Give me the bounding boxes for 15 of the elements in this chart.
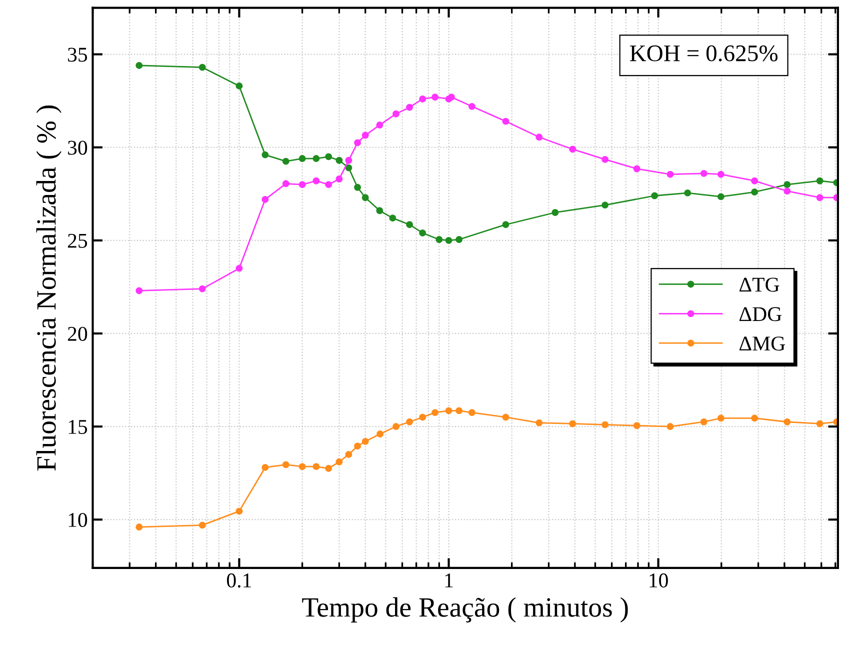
legend-label: ΔTG [739, 278, 780, 292]
x-tick-label: 10 [650, 573, 668, 588]
x-tick-label: 0.1 [226, 573, 251, 588]
y-tick-label: 25 [68, 234, 88, 248]
annotation: KOH = 0.625% [630, 45, 778, 62]
y-axis-title: Fluorescencia Normalizada ( % ) [36, 106, 62, 471]
x-axis-title: Tempo de Reação ( minutos ) [302, 597, 628, 622]
x-tick-label: 1 [445, 574, 453, 588]
y-tick-label: 30 [68, 140, 88, 155]
y-tick-label: 10 [68, 512, 88, 528]
legend-label: ΔDG [739, 307, 782, 322]
y-tick-label: 15 [68, 420, 88, 434]
y-tick-label: 20 [68, 326, 88, 341]
legend-label: ΔMG [739, 336, 786, 351]
y-tick-label: 35 [68, 48, 88, 62]
